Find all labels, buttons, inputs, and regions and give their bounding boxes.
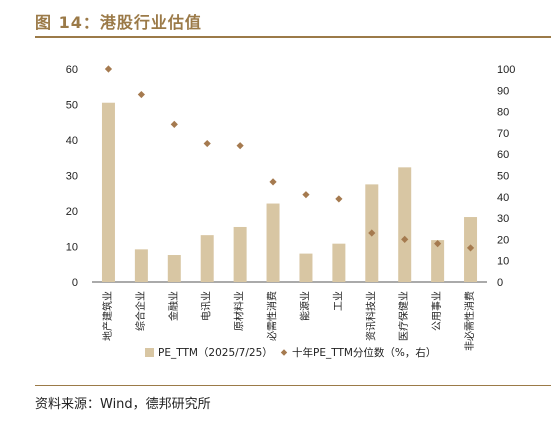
point-3 — [170, 120, 178, 128]
category-label: 公用事业 — [430, 291, 443, 331]
y-left-tick-label: 10 — [66, 242, 78, 254]
point-12 — [466, 244, 475, 252]
bar-11 — [431, 240, 445, 282]
point-8 — [335, 195, 343, 203]
source-note: 资料来源：Wind，德邦研究所 — [35, 397, 211, 412]
y-right-tick-label: 70 — [497, 128, 509, 140]
point-10 — [401, 235, 409, 243]
category-label: 地产建筑业 — [101, 291, 114, 341]
y-right-tick-label: 60 — [497, 149, 509, 161]
y-right-tick-label: 40 — [497, 192, 509, 204]
y-left-tick-label: 60 — [66, 64, 78, 76]
category-label: 工业 — [332, 291, 344, 311]
legend-point-marker — [280, 349, 288, 356]
category-label: 金融业 — [167, 291, 180, 321]
legend-bar-label: PE_TTM（2025/7/25） — [158, 347, 273, 359]
category-label: 医疗保健业 — [397, 291, 410, 341]
category-label: 非必需性消费 — [463, 291, 476, 351]
y-right-tick-label: 80 — [497, 107, 509, 119]
bar-10 — [398, 167, 412, 282]
y-right-tick-label: 10 — [497, 256, 509, 268]
bar-2 — [134, 249, 148, 282]
y-right-tick-label: 50 — [497, 171, 509, 183]
bar-7 — [299, 253, 313, 282]
legend-point-label: 十年PE_TTM分位数（%，右） — [292, 346, 436, 359]
category-label: 综合企业 — [134, 291, 147, 331]
y-left-tick-label: 20 — [66, 206, 78, 218]
category-label: 电讯业 — [200, 291, 213, 321]
bar-5 — [233, 226, 247, 282]
y-right-tick-label: 90 — [497, 85, 509, 97]
y-left-tick-label: 30 — [66, 171, 78, 183]
source-rule — [35, 385, 551, 386]
point-2 — [137, 90, 145, 99]
y-left-tick-label: 0 — [72, 277, 78, 289]
title-rule — [35, 36, 551, 38]
y-left-tick-label: 50 — [66, 100, 78, 112]
point-9 — [368, 229, 376, 237]
point-11 — [434, 240, 442, 248]
category-label: 资讯科技业 — [364, 291, 377, 341]
bar-4 — [200, 235, 214, 282]
bar-3 — [167, 255, 181, 282]
y-left-tick-label: 40 — [66, 135, 78, 147]
bar-8 — [332, 243, 346, 282]
pe-chart: 0 10 20 30 40 50 60 0 10 20 30 40 50 60 70 80 90 100 地产建筑… — [66, 64, 516, 359]
category-label: 能源业 — [298, 291, 311, 321]
y-right-tick-label: 30 — [497, 213, 509, 225]
point-4 — [203, 139, 211, 148]
category-label: 原材料业 — [233, 291, 246, 331]
bar-1 — [101, 102, 115, 282]
y-right-tick-label: 20 — [497, 234, 509, 246]
category-label: 必需性消费 — [266, 291, 279, 341]
legend-bar-swatch — [145, 348, 154, 357]
point-7 — [302, 191, 310, 199]
y-right-tick-label: 0 — [497, 277, 503, 289]
y-right-tick-label: 100 — [497, 64, 515, 76]
figure-title: 图 14：港股行业估值 — [35, 13, 202, 32]
point-1 — [104, 65, 113, 73]
point-5 — [236, 142, 244, 150]
point-6 — [269, 178, 277, 186]
bar-6 — [266, 203, 280, 282]
